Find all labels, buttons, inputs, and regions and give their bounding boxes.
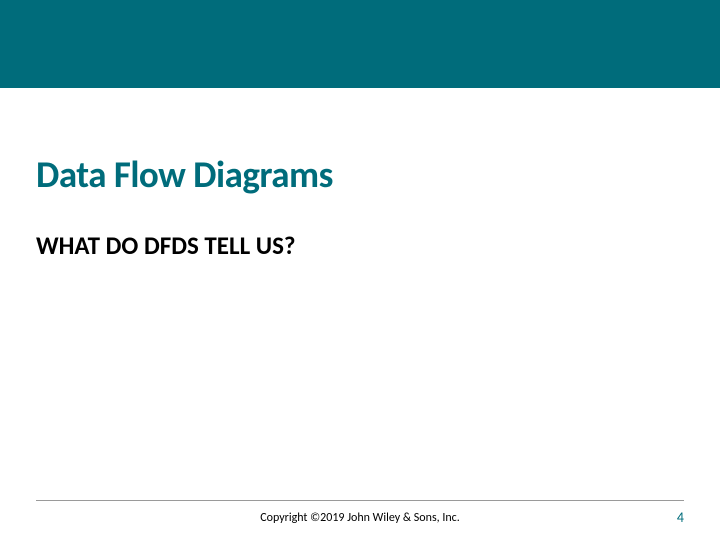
footer-divider xyxy=(36,500,684,501)
slide-title: Data Flow Diagrams xyxy=(36,152,684,197)
copyright-text: Copyright ©2019 John Wiley & Sons, Inc. xyxy=(260,511,460,525)
page-number: 4 xyxy=(677,509,684,526)
slide-content: Data Flow Diagrams WHAT DO DFDS TELL US? xyxy=(0,152,720,261)
slide-footer: Copyright ©2019 John Wiley & Sons, Inc. … xyxy=(0,500,720,540)
slide-subtitle: WHAT DO DFDS TELL US? xyxy=(36,230,684,261)
header-bar xyxy=(0,0,720,88)
footer-row: Copyright ©2019 John Wiley & Sons, Inc. … xyxy=(36,509,684,526)
